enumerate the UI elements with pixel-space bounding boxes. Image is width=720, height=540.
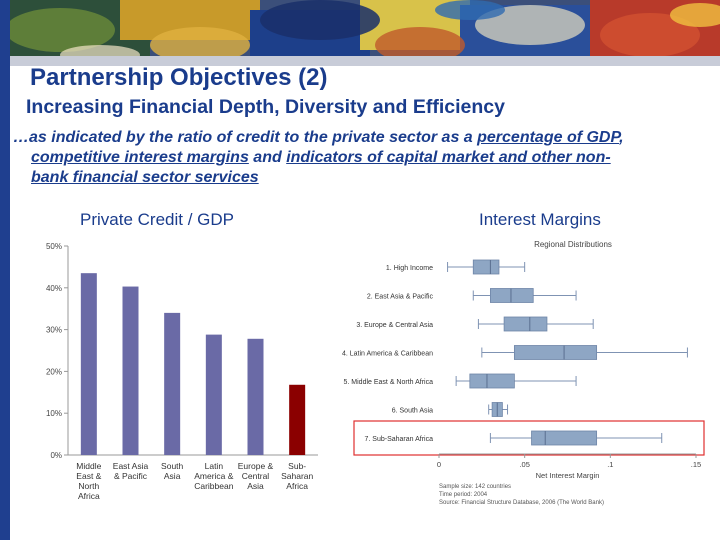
slide-description: …as indicated by the ratio of credit to … xyxy=(13,128,713,188)
x-tick-label-line: & Pacific xyxy=(114,471,148,481)
x-tick-label-line: Central xyxy=(242,471,270,481)
box-category-label: 2. East Asia & Pacific xyxy=(367,294,434,301)
x-tick-label: Sub-Saharan Africa xyxy=(281,461,313,491)
x-tick-label-line: Saharan xyxy=(281,471,313,481)
description-emphasis: bank financial sector services xyxy=(31,169,259,186)
box-category-label: 5. Middle East & North Africa xyxy=(344,379,434,386)
margin-chart-heading: Interest Margins xyxy=(479,210,601,229)
bar xyxy=(164,312,181,455)
box xyxy=(469,373,515,389)
source-note: Source: Financial Structure Database, 20… xyxy=(439,500,604,506)
bar xyxy=(122,286,139,455)
description-text: …as indicated by the ratio of credit to … xyxy=(13,129,478,146)
painting-banner-art xyxy=(0,0,720,66)
x-tick-label: .15 xyxy=(691,460,701,469)
private-credit-bar-chart: 0%10%20%30%40%50%Middle East & North Africa… xyxy=(46,242,318,501)
x-axis-label: Net Interest Margin xyxy=(536,471,600,480)
x-tick-label-line: Middle xyxy=(76,461,101,471)
box-category-label: 1. High Income xyxy=(386,265,433,272)
y-tick-label: 0% xyxy=(50,451,62,460)
x-tick-label-line: Asia xyxy=(164,471,181,481)
box-category-label: 7. Sub-Saharan Africa xyxy=(365,436,434,443)
slide-title: Partnership Objectives (2) xyxy=(30,64,328,91)
x-tick-label-line: America & xyxy=(194,471,234,481)
description-line-3: bank financial sector services xyxy=(13,168,713,188)
bar xyxy=(247,338,264,455)
description-text: , xyxy=(619,129,624,146)
x-tick-label-line: Sub- xyxy=(288,461,306,471)
y-tick-label: 50% xyxy=(46,242,62,251)
x-tick-label-line: East & xyxy=(76,471,101,481)
box-category-label: 4. Latin America & Caribbean xyxy=(342,351,433,358)
x-tick-label-line: Caribbean xyxy=(194,481,233,491)
x-tick-label: South Asia xyxy=(161,461,183,481)
x-tick-label-line: Latin xyxy=(205,461,224,471)
painting-banner xyxy=(0,0,720,66)
x-tick-label: .05 xyxy=(519,460,529,469)
x-tick-label: Europe & Central Asia xyxy=(238,461,274,491)
y-tick-label: 30% xyxy=(46,326,62,335)
x-tick-label-line: North xyxy=(78,481,99,491)
credit-chart-heading: Private Credit / GDP xyxy=(80,210,234,229)
description-line-2: competitive interest margins and indicat… xyxy=(13,148,713,168)
description-text: and xyxy=(248,149,287,166)
box-plot-title: Regional Distributions xyxy=(534,240,612,249)
description-line-1: …as indicated by the ratio of credit to … xyxy=(13,128,713,148)
description-emphasis: competitive interest margins xyxy=(31,149,249,166)
box xyxy=(531,430,598,446)
x-tick-label-line: East Asia xyxy=(113,461,149,471)
bar xyxy=(80,273,97,455)
box xyxy=(503,316,548,332)
box xyxy=(513,345,598,360)
x-tick-label: 0 xyxy=(437,460,441,469)
x-tick-label-line: Asia xyxy=(247,481,264,491)
box-category-label: 6. South Asia xyxy=(392,408,433,415)
x-tick-label: East Asia & Pacific xyxy=(113,461,149,481)
slide-subtitle: Increasing Financial Depth, Diversity an… xyxy=(26,96,505,118)
x-tick-label: Latin America & Caribbean xyxy=(194,461,234,491)
box xyxy=(489,288,534,303)
x-tick-label-line: Africa xyxy=(286,481,308,491)
interest-margin-box-plot: Regional Distributions 1. High Income 2. E… xyxy=(342,240,705,506)
y-tick-label: 20% xyxy=(46,367,62,376)
x-tick-label: .1 xyxy=(607,460,613,469)
y-tick-label: 40% xyxy=(46,284,62,293)
highlight-frame xyxy=(353,420,705,456)
description-emphasis: percentage of GDP xyxy=(477,129,620,146)
description-emphasis: indicators of capital market and other n… xyxy=(286,149,611,166)
x-tick-label-line: South xyxy=(161,461,183,471)
x-tick-label: Middle East & North Africa xyxy=(76,461,101,501)
x-tick-label-line: Europe & xyxy=(238,461,274,471)
y-tick-label: 10% xyxy=(46,409,62,418)
left-accent-bar xyxy=(0,0,10,540)
bar xyxy=(289,384,306,455)
box xyxy=(472,259,500,275)
bar xyxy=(205,334,222,455)
source-note: Time period: 2004 xyxy=(439,492,488,498)
source-note: Sample size: 142 countries xyxy=(439,484,511,490)
x-tick-label-line: Africa xyxy=(78,491,100,501)
box-category-label: 3. Europe & Central Asia xyxy=(356,322,433,329)
